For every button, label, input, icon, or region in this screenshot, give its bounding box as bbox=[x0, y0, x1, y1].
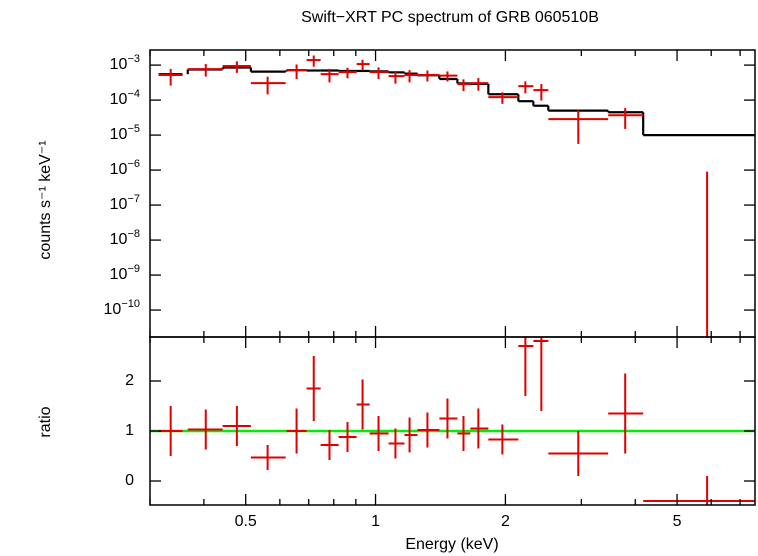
y-tick-label: 10−6 bbox=[110, 158, 140, 178]
y-tick-label: 0 bbox=[125, 472, 134, 489]
y-tick-label: 2 bbox=[125, 372, 134, 389]
y-tick-label: 10−10 bbox=[104, 298, 140, 318]
y-tick-label: 10−9 bbox=[110, 263, 140, 283]
y-tick-label: 10−5 bbox=[110, 123, 140, 143]
y-axis-label: counts s⁻¹ keV⁻¹ bbox=[37, 140, 54, 259]
x-tick-label: 0.5 bbox=[235, 513, 257, 530]
y-tick-label: 10−8 bbox=[110, 228, 140, 248]
x-tick-label: 2 bbox=[501, 513, 510, 530]
y-tick-label: 10−4 bbox=[110, 88, 140, 108]
x-tick-label: 5 bbox=[673, 513, 682, 530]
ratio-plot bbox=[150, 337, 755, 505]
spectrum-plot bbox=[158, 55, 755, 337]
chart-title: Swift−XRT PC spectrum of GRB 060510B bbox=[301, 9, 599, 26]
x-axis-label: Energy (keV) bbox=[405, 536, 498, 553]
x-tick-label: 1 bbox=[371, 513, 380, 530]
y-tick-label: 1 bbox=[125, 422, 134, 439]
y-axis-label: ratio bbox=[37, 406, 54, 437]
frame bbox=[149, 336, 756, 506]
y-tick-label: 10−7 bbox=[110, 193, 140, 213]
axes: 0.5 1 2 5 10−3 10−4 10−5 10−6 10−7 10−8 10−9 10−10 0… bbox=[104, 49, 756, 530]
y-tick-label: 10−3 bbox=[110, 53, 140, 73]
